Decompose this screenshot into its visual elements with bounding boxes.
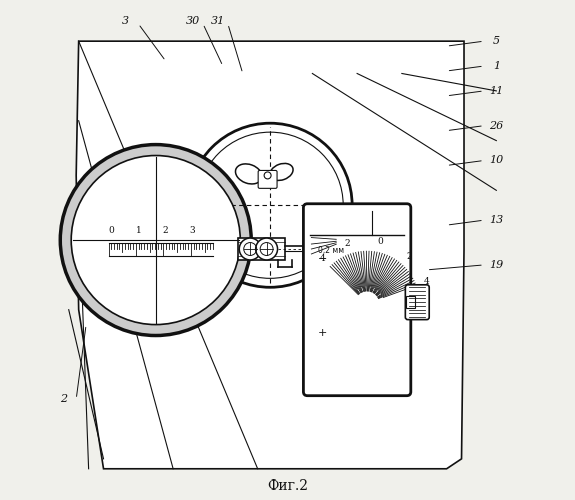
Text: 11: 11: [489, 86, 504, 96]
Bar: [238, 238, 285, 260]
Text: −: −: [317, 254, 327, 264]
FancyBboxPatch shape: [258, 170, 277, 188]
Ellipse shape: [270, 164, 293, 180]
Text: 19: 19: [489, 260, 504, 270]
Text: 3: 3: [122, 16, 129, 26]
Circle shape: [256, 238, 278, 260]
Text: 0: 0: [377, 237, 383, 246]
Text: 2: 2: [163, 226, 168, 234]
Text: 13: 13: [489, 215, 504, 225]
Circle shape: [188, 123, 352, 288]
Bar: [406, 296, 415, 308]
Text: Фиг.2: Фиг.2: [267, 479, 308, 493]
Ellipse shape: [236, 164, 262, 184]
Polygon shape: [76, 41, 464, 469]
Text: 1: 1: [136, 226, 142, 234]
Circle shape: [60, 144, 251, 336]
Text: 1: 1: [493, 61, 500, 71]
Text: 30: 30: [186, 16, 200, 26]
Text: 5: 5: [493, 36, 500, 46]
Text: 31: 31: [211, 16, 225, 26]
Circle shape: [71, 156, 240, 324]
Text: +: +: [317, 328, 327, 338]
Text: 4: 4: [320, 254, 325, 263]
Text: 3: 3: [189, 226, 195, 234]
Text: 0: 0: [108, 226, 114, 234]
Text: 26: 26: [489, 120, 504, 130]
Text: 0,2 мм: 0,2 мм: [319, 246, 344, 254]
Circle shape: [264, 172, 271, 179]
Text: 2: 2: [345, 239, 350, 248]
Text: 10: 10: [489, 156, 504, 166]
FancyBboxPatch shape: [304, 204, 411, 396]
FancyBboxPatch shape: [405, 285, 429, 320]
Circle shape: [239, 238, 261, 260]
Text: 2: 2: [60, 394, 67, 404]
Text: 2: 2: [407, 252, 412, 261]
Text: 4: 4: [424, 278, 430, 286]
